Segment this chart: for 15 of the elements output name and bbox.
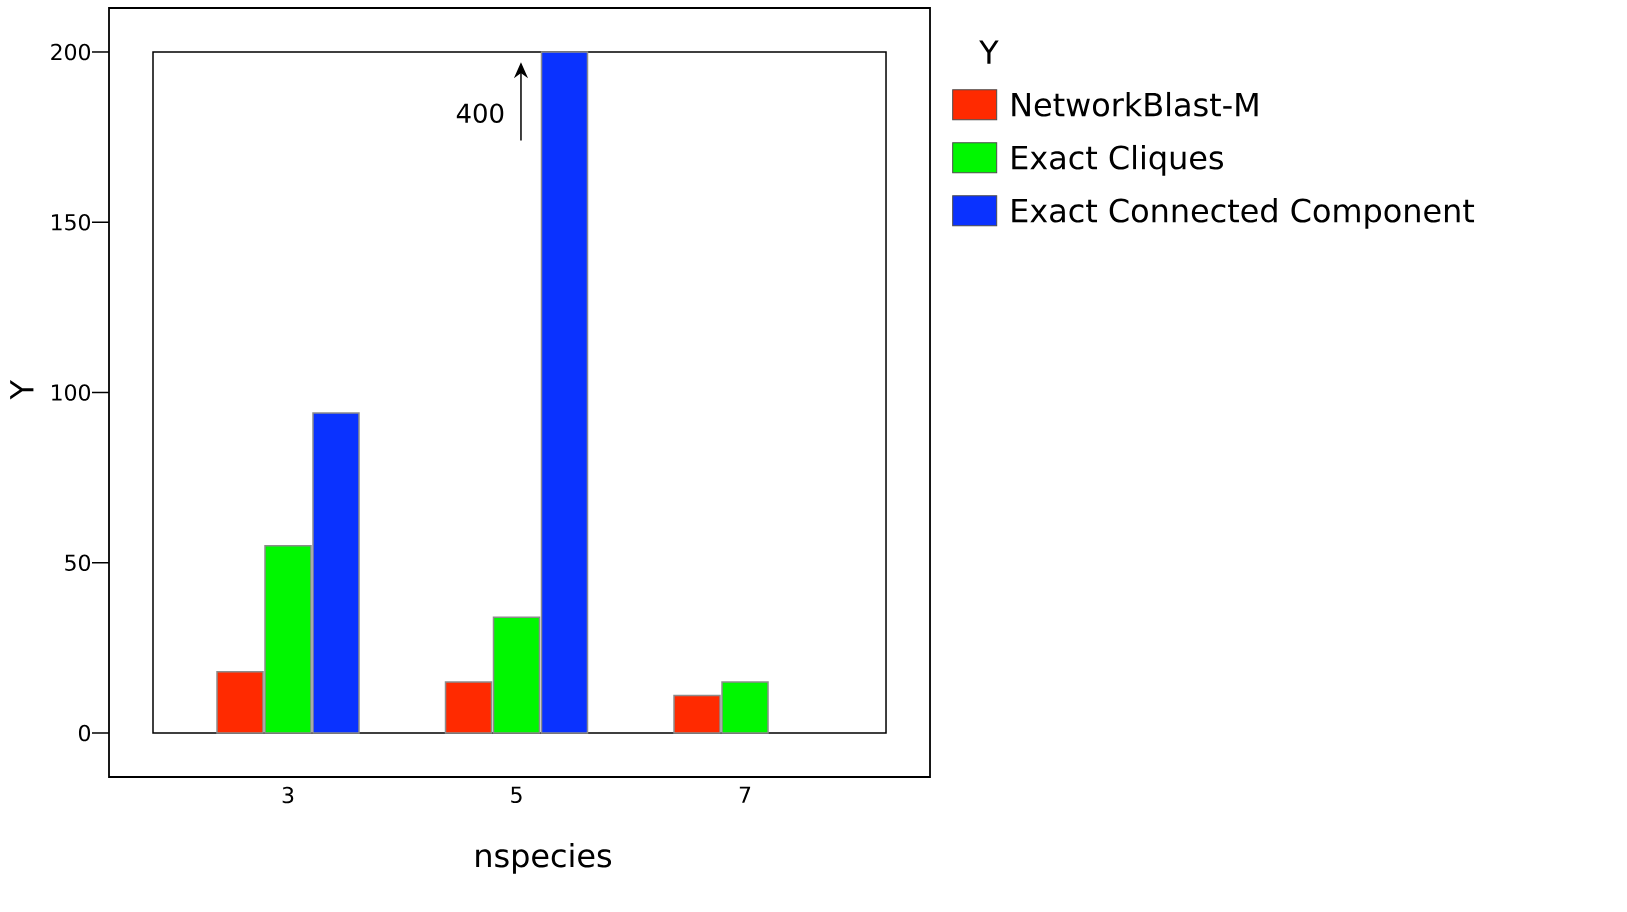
y-tick-label: 0 bbox=[78, 724, 91, 742]
legend-label: NetworkBlast-M bbox=[1012, 91, 1258, 117]
y-axis-title: Y bbox=[10, 379, 34, 400]
y-tick-label: 200 bbox=[51, 43, 91, 61]
y-tick-label: 50 bbox=[65, 554, 91, 572]
x-tick-label: 3 bbox=[282, 786, 294, 804]
y-tick-label: 100 bbox=[52, 384, 91, 401]
legend-title: Y bbox=[979, 40, 999, 64]
legend-label: Exact Connected Component bbox=[1012, 197, 1475, 229]
x-axis-title: nspecies bbox=[476, 842, 612, 874]
annotation: 400 bbox=[456, 103, 504, 124]
x-tick-label: 7 bbox=[739, 786, 751, 803]
legend-label: Exact Cliques bbox=[1012, 144, 1223, 176]
x-tick-label: 5 bbox=[511, 786, 522, 804]
y-tick-label: 150 bbox=[52, 213, 91, 231]
